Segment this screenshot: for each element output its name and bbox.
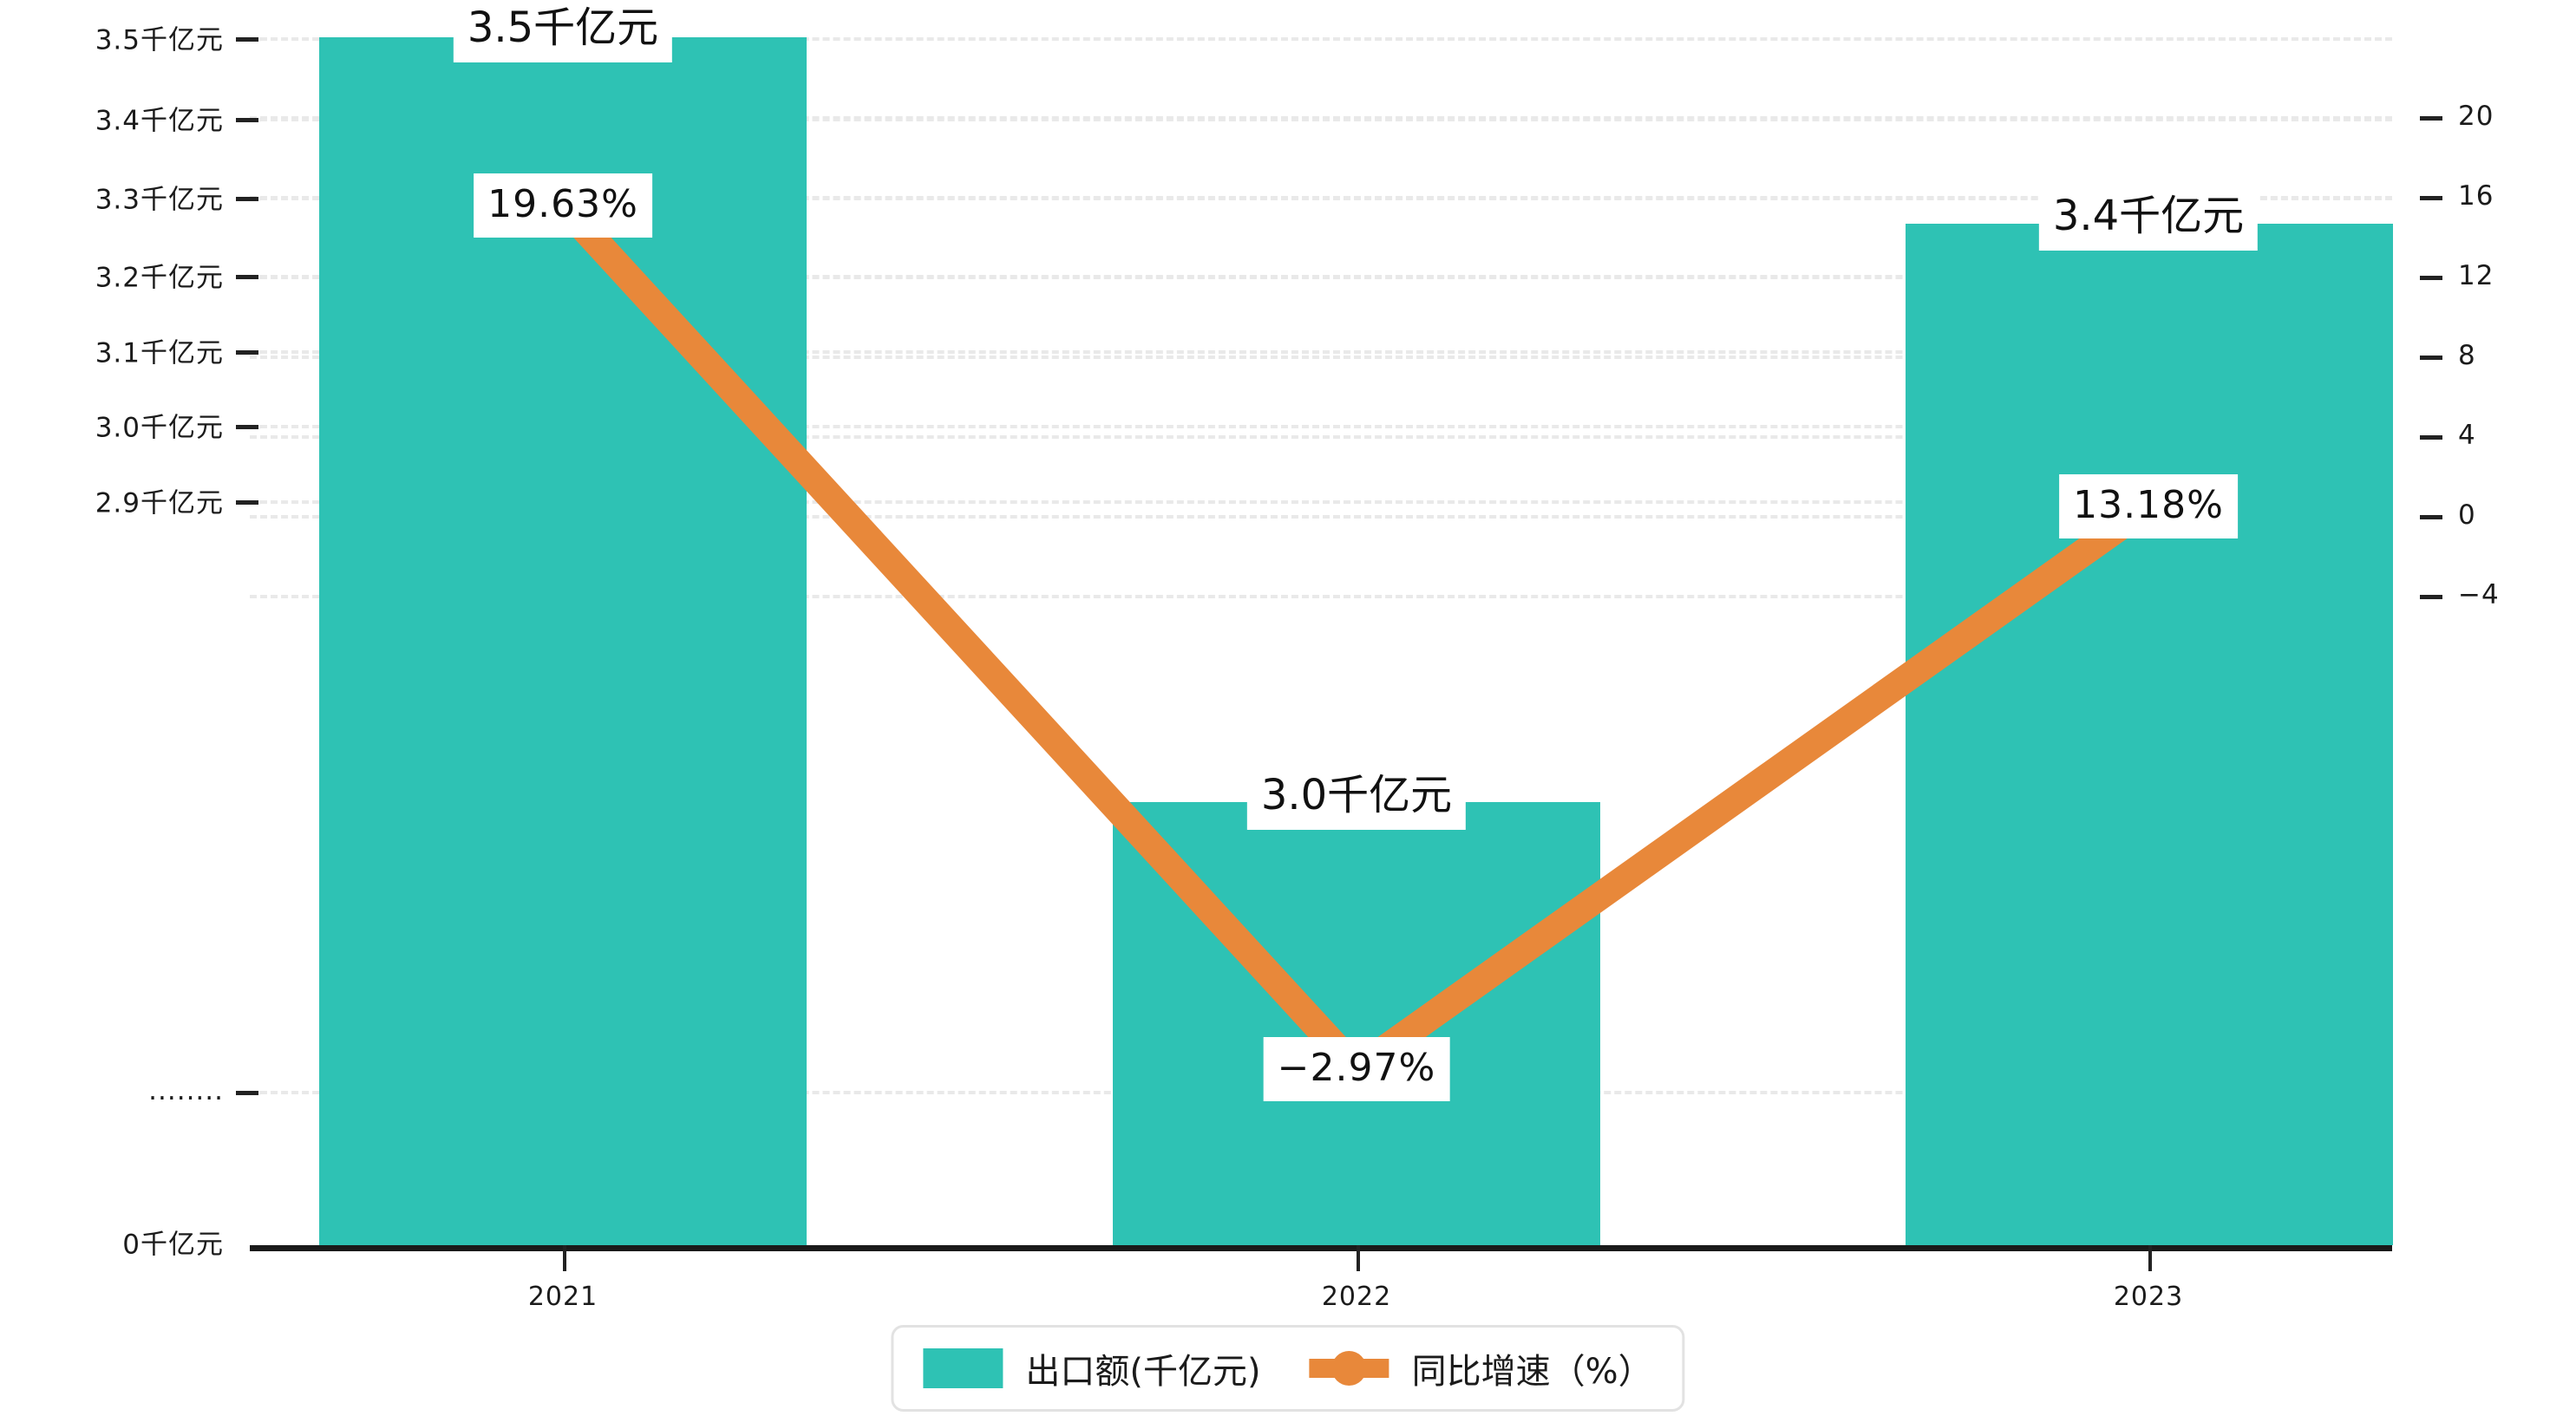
gridline bbox=[250, 37, 2392, 41]
x-tick bbox=[1357, 1245, 1360, 1271]
y-tick-label-left: 3.0千亿元 bbox=[95, 412, 224, 444]
gridline bbox=[250, 435, 2392, 439]
x-tick-label: 2022 bbox=[1321, 1282, 1392, 1312]
legend-bar-swatch-icon bbox=[923, 1348, 1004, 1388]
y-tick-right bbox=[2420, 515, 2442, 519]
y-tick-left bbox=[236, 350, 258, 355]
y-tick-label-left: 3.3千亿元 bbox=[95, 184, 224, 216]
gridline bbox=[250, 350, 2392, 354]
gridline bbox=[250, 356, 2392, 359]
y-tick-label-right: 8 bbox=[2458, 340, 2476, 371]
y-tick-right bbox=[2420, 116, 2442, 121]
y-tick-left bbox=[236, 118, 258, 122]
y-tick-label-left: 3.4千亿元 bbox=[95, 105, 224, 137]
y-tick-left bbox=[236, 500, 258, 505]
gridline bbox=[250, 276, 2392, 279]
x-axis-baseline bbox=[250, 1245, 2392, 1251]
y-tick-label-left: 0千亿元 bbox=[122, 1229, 224, 1261]
gridline bbox=[250, 196, 2392, 199]
chart-legend[interactable]: 出口额(千亿元) 同比增速（%） bbox=[891, 1325, 1685, 1412]
y-tick-left bbox=[236, 37, 258, 42]
legend-item-line-label: 同比增速（%） bbox=[1411, 1352, 1653, 1392]
y-tick-left bbox=[236, 275, 258, 279]
y-tick-right bbox=[2420, 435, 2442, 440]
gridline bbox=[250, 425, 2392, 428]
legend-line-marker-icon bbox=[1309, 1348, 1389, 1388]
bar-value-label: 3.0千亿元 bbox=[1246, 762, 1467, 830]
y-tick-right bbox=[2420, 196, 2442, 200]
growth-value-label: 19.63% bbox=[474, 173, 652, 238]
y-tick-label-right: 0 bbox=[2458, 499, 2476, 531]
y-tick-left bbox=[236, 1091, 258, 1095]
y-tick-right bbox=[2420, 356, 2442, 360]
gridline bbox=[250, 118, 2392, 121]
gridline bbox=[250, 116, 2392, 120]
y-tick-left bbox=[236, 425, 258, 429]
y-tick-right bbox=[2420, 276, 2442, 280]
y-tick-label-left: ........ bbox=[148, 1075, 224, 1106]
y-tick-label-left: 3.1千亿元 bbox=[95, 337, 224, 369]
gridline bbox=[250, 515, 2392, 519]
x-tick-label: 2021 bbox=[527, 1282, 598, 1312]
x-tick bbox=[2148, 1245, 2152, 1271]
legend-item-bar[interactable]: 出口额(千亿元) bbox=[923, 1343, 1261, 1393]
y-tick-label-right: 20 bbox=[2458, 101, 2494, 132]
legend-item-line[interactable]: 同比增速（%） bbox=[1309, 1343, 1653, 1393]
x-tick-label: 2023 bbox=[2113, 1282, 2184, 1312]
y-tick-label-right: −4 bbox=[2458, 579, 2500, 610]
bar-value-label: 3.4千亿元 bbox=[2038, 183, 2259, 251]
bar-2023[interactable] bbox=[1906, 224, 2393, 1245]
y-tick-label-right: 12 bbox=[2458, 260, 2494, 291]
growth-value-label: 13.18% bbox=[2059, 474, 2238, 538]
bar-value-label: 3.5千亿元 bbox=[453, 0, 673, 62]
gridline bbox=[250, 595, 2392, 598]
y-tick-label-right: 16 bbox=[2458, 180, 2494, 212]
gridline bbox=[250, 500, 2392, 504]
y-tick-left bbox=[236, 197, 258, 201]
growth-value-label: −2.97% bbox=[1263, 1037, 1450, 1101]
y-tick-label-left: 3.2千亿元 bbox=[95, 262, 224, 294]
y-tick-right bbox=[2420, 595, 2442, 599]
bar-2021[interactable] bbox=[319, 37, 807, 1245]
x-tick bbox=[563, 1245, 566, 1271]
legend-item-bar-label: 出口额(千亿元) bbox=[1025, 1352, 1261, 1392]
y-tick-label-right: 4 bbox=[2458, 420, 2476, 451]
y-tick-label-left: 3.5千亿元 bbox=[95, 24, 224, 56]
y-tick-label-left: 2.9千亿元 bbox=[95, 487, 224, 519]
